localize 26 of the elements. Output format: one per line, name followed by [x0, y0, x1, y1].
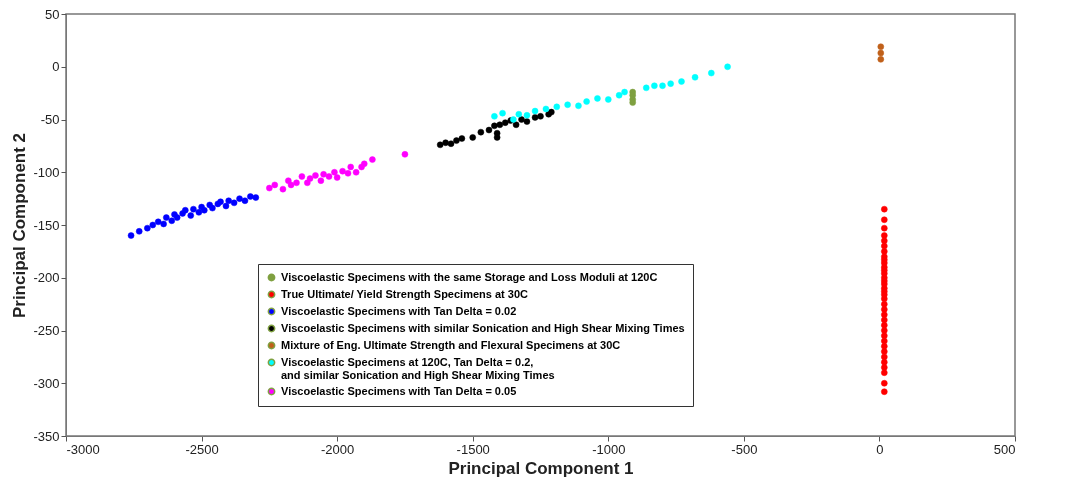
legend-label: Viscoelastic Specimens with the same Storage and Loss Moduli at 120C	[281, 270, 658, 283]
legend-label: Viscoelastic Specimens at 120C, Tan Delta = 0.2, and similar Sonication and High Shear Mixing Times	[281, 355, 555, 381]
x-tick-label: -2000	[321, 441, 355, 457]
legend-label: Viscoelastic Specimens with Tan Delta = 0.05	[281, 384, 517, 397]
legend-label: Viscoelastic Specimens with similar Sonication and High Shear Mixing Times	[281, 321, 685, 334]
y-tick-label: -200	[33, 270, 60, 286]
x-tick-label: -1000	[592, 441, 626, 457]
x-tick-label: -3000	[66, 441, 100, 457]
y-tick-label: -100	[33, 164, 60, 180]
x-axis-title: Principal Component 1	[448, 458, 634, 478]
x-tick-label: 500	[993, 441, 1016, 457]
y-tick-label: -250	[33, 323, 60, 338]
y-tick-label: -150	[33, 217, 60, 233]
legend-label: True Ultimate/ Yield Strength Specimens at 30C	[281, 287, 529, 300]
y-tick-label: 50	[45, 6, 60, 22]
y-axis-title: Principal Component 2	[10, 132, 30, 319]
legend-label: Mixture of Eng. Ultimate Strength and Flexural Specimens at 30C	[281, 338, 621, 351]
x-tick-label: -500	[731, 441, 758, 457]
y-tick-label: -300	[33, 375, 60, 391]
x-tick-label: -2500	[185, 441, 219, 457]
x-tick-label: -1500	[456, 441, 490, 457]
y-tick-label: -50	[40, 112, 60, 127]
legend-label: Viscoelastic Specimens with Tan Delta = 0.02	[281, 304, 517, 317]
y-tick-label: 0	[52, 59, 60, 75]
x-tick-label: 0	[876, 441, 884, 457]
y-tick-label: -350	[33, 428, 60, 444]
